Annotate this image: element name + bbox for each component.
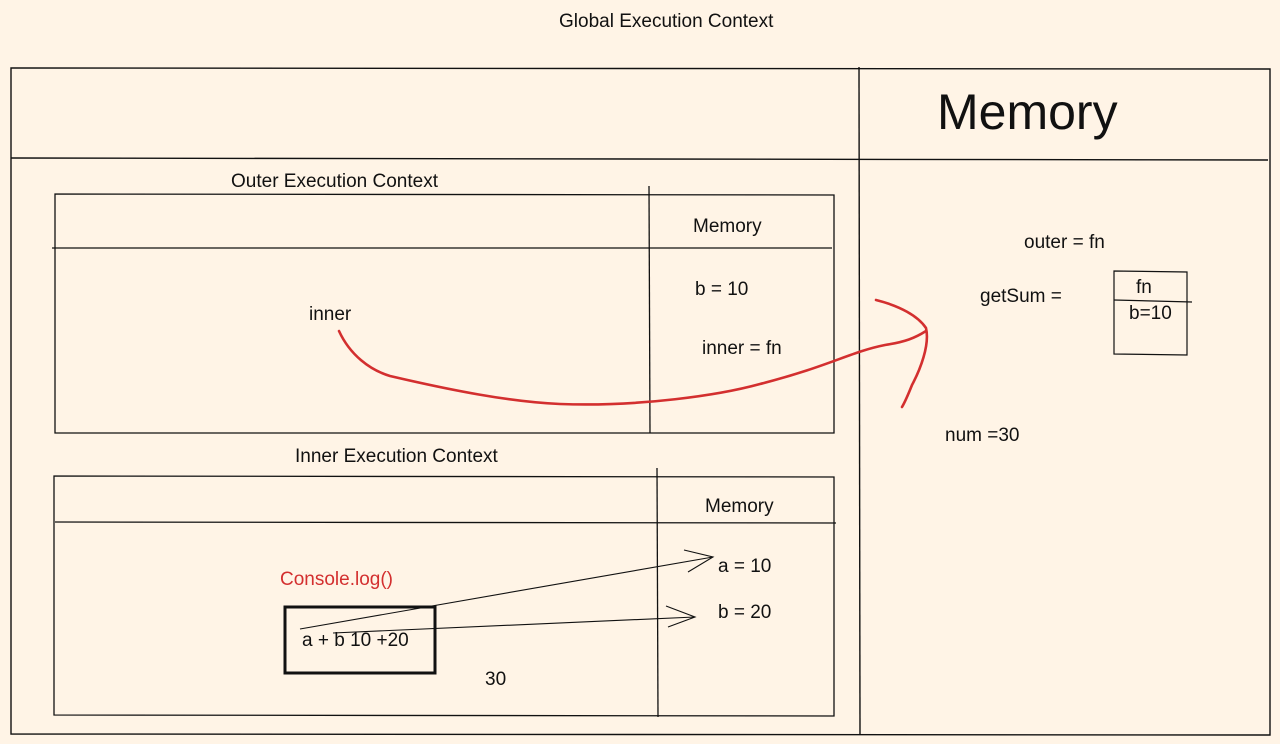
inner-memory-title: Memory (705, 496, 774, 517)
inner-memory-b: b = 20 (718, 602, 772, 623)
expression-text: a + b 10 +20 (302, 630, 409, 651)
outer-memory-title: Memory (693, 216, 762, 237)
arrow-b (332, 605, 697, 634)
fn-box (1113, 270, 1193, 356)
global-memory-outer: outer = fn (1024, 232, 1105, 253)
global-memory-getsum: getSum = (980, 286, 1062, 307)
outer-code-inner: inner (309, 304, 352, 325)
outer-memory-inner: inner = fn (702, 338, 782, 359)
inner-context-title: Inner Execution Context (295, 446, 498, 467)
fn-box-label: fn (1136, 277, 1152, 298)
fn-box-closure: b=10 (1129, 303, 1172, 324)
console-log-label: Console.log() (280, 569, 393, 590)
global-context-frame (10, 66, 1271, 736)
global-context-title: Global Execution Context (559, 11, 774, 32)
expression-box (283, 605, 437, 675)
outer-memory-b: b = 10 (695, 279, 749, 300)
inner-memory-a: a = 10 (718, 556, 772, 577)
outer-context-title: Outer Execution Context (231, 171, 438, 192)
inner-context-box (53, 467, 837, 718)
red-scope-arrow (337, 298, 929, 409)
console-result: 30 (485, 669, 507, 690)
global-memory-title: Memory (937, 84, 1118, 140)
arrow-a (299, 549, 715, 630)
outer-context-box (52, 185, 835, 434)
global-memory-num: num =30 (945, 425, 1020, 446)
